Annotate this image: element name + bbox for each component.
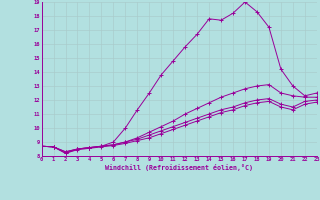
X-axis label: Windchill (Refroidissement éolien,°C): Windchill (Refroidissement éolien,°C) xyxy=(105,164,253,171)
